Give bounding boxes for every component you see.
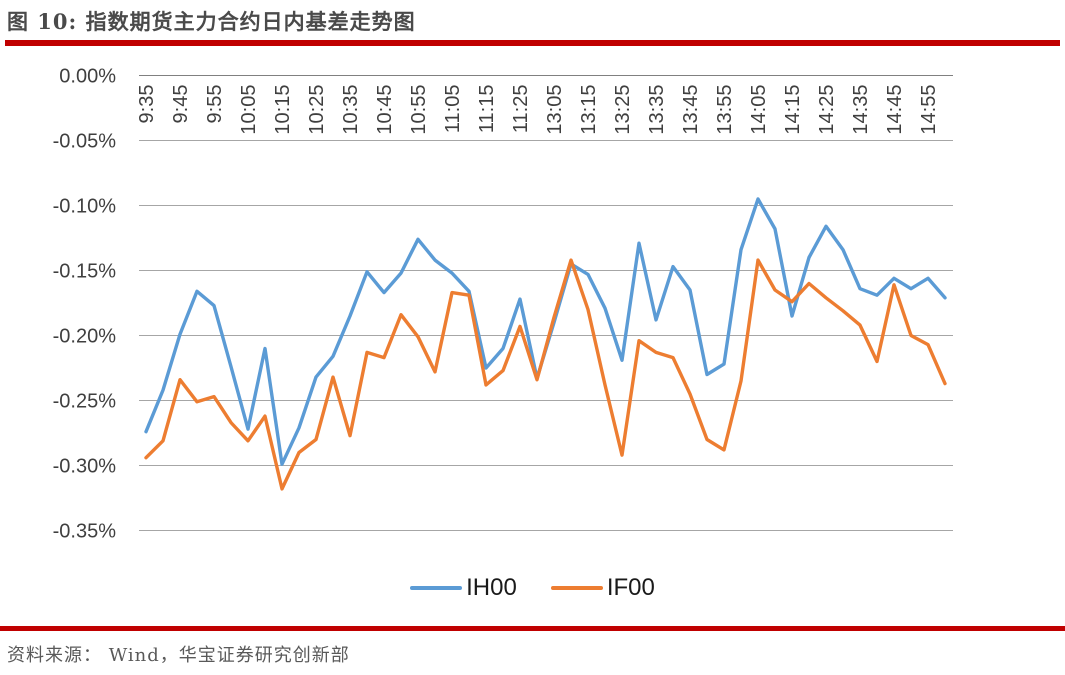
source-divider-rule <box>0 626 1065 631</box>
x-tick-label: 11:15 <box>476 85 498 134</box>
title-underline-rule <box>5 40 1060 46</box>
source-note: 资料来源： Wind，华宝证券研究创新部 <box>7 645 350 666</box>
basis-trend-line-chart: 0.00% -0.05% -0.10% -0.15% -0.20% -0.25% -0.30… <box>53 66 953 543</box>
chart-legend: IH00 IF00 <box>0 576 1065 600</box>
y-tick-label: -0.05% <box>53 131 117 153</box>
if00-line-swatch <box>550 586 603 590</box>
x-tick-label: 9:45 <box>170 85 192 124</box>
ih00-line-swatch <box>410 586 463 590</box>
y-tick-label: -0.20% <box>53 326 117 348</box>
if00-legend-label: IF00 <box>606 574 655 601</box>
x-tick-label: 9:55 <box>204 85 226 124</box>
x-tick-label: 13:25 <box>612 85 634 135</box>
x-tick-label: 13:05 <box>544 85 566 135</box>
ih00-legend-label: IH00 <box>466 574 517 601</box>
x-tick-label: 10:05 <box>238 85 260 135</box>
x-tick-label: 10:25 <box>306 85 328 135</box>
y-tick-label: -0.35% <box>53 521 117 543</box>
legend-item-if00: IF00 <box>550 574 655 601</box>
x-tick-label: 13:35 <box>646 85 668 135</box>
x-tick-label: 11:25 <box>510 85 532 134</box>
x-tick-label: 10:15 <box>272 85 294 135</box>
x-tick-label: 13:55 <box>714 85 736 135</box>
x-tick-label: 10:35 <box>340 85 362 135</box>
y-tick-label: -0.25% <box>53 391 117 413</box>
x-tick-label: 14:45 <box>884 85 906 135</box>
x-tick-label: 13:15 <box>578 85 600 135</box>
if00-series-line <box>144 258 947 491</box>
y-tick-label: -0.30% <box>53 456 117 478</box>
x-tick-label: 10:55 <box>408 85 430 135</box>
figure-title: 图 10: 指数期货主力合约日内基差走势图 <box>7 9 416 34</box>
x-tick-label: 10:45 <box>374 85 396 135</box>
x-tick-label: 14:05 <box>748 85 770 135</box>
x-tick-label: 14:15 <box>782 85 804 135</box>
x-tick-label: 14:35 <box>850 85 872 135</box>
y-tick-label: 0.00% <box>59 66 116 88</box>
x-tick-label: 9:35 <box>136 85 158 124</box>
legend-item-ih00: IH00 <box>410 576 517 600</box>
x-tick-label: 14:25 <box>816 85 838 135</box>
x-tick-label: 13:45 <box>680 85 702 135</box>
x-tick-label: 11:05 <box>442 85 464 134</box>
y-tick-label: -0.15% <box>53 261 117 283</box>
y-tick-label: -0.10% <box>53 196 117 218</box>
x-tick-label: 14:55 <box>918 85 940 135</box>
